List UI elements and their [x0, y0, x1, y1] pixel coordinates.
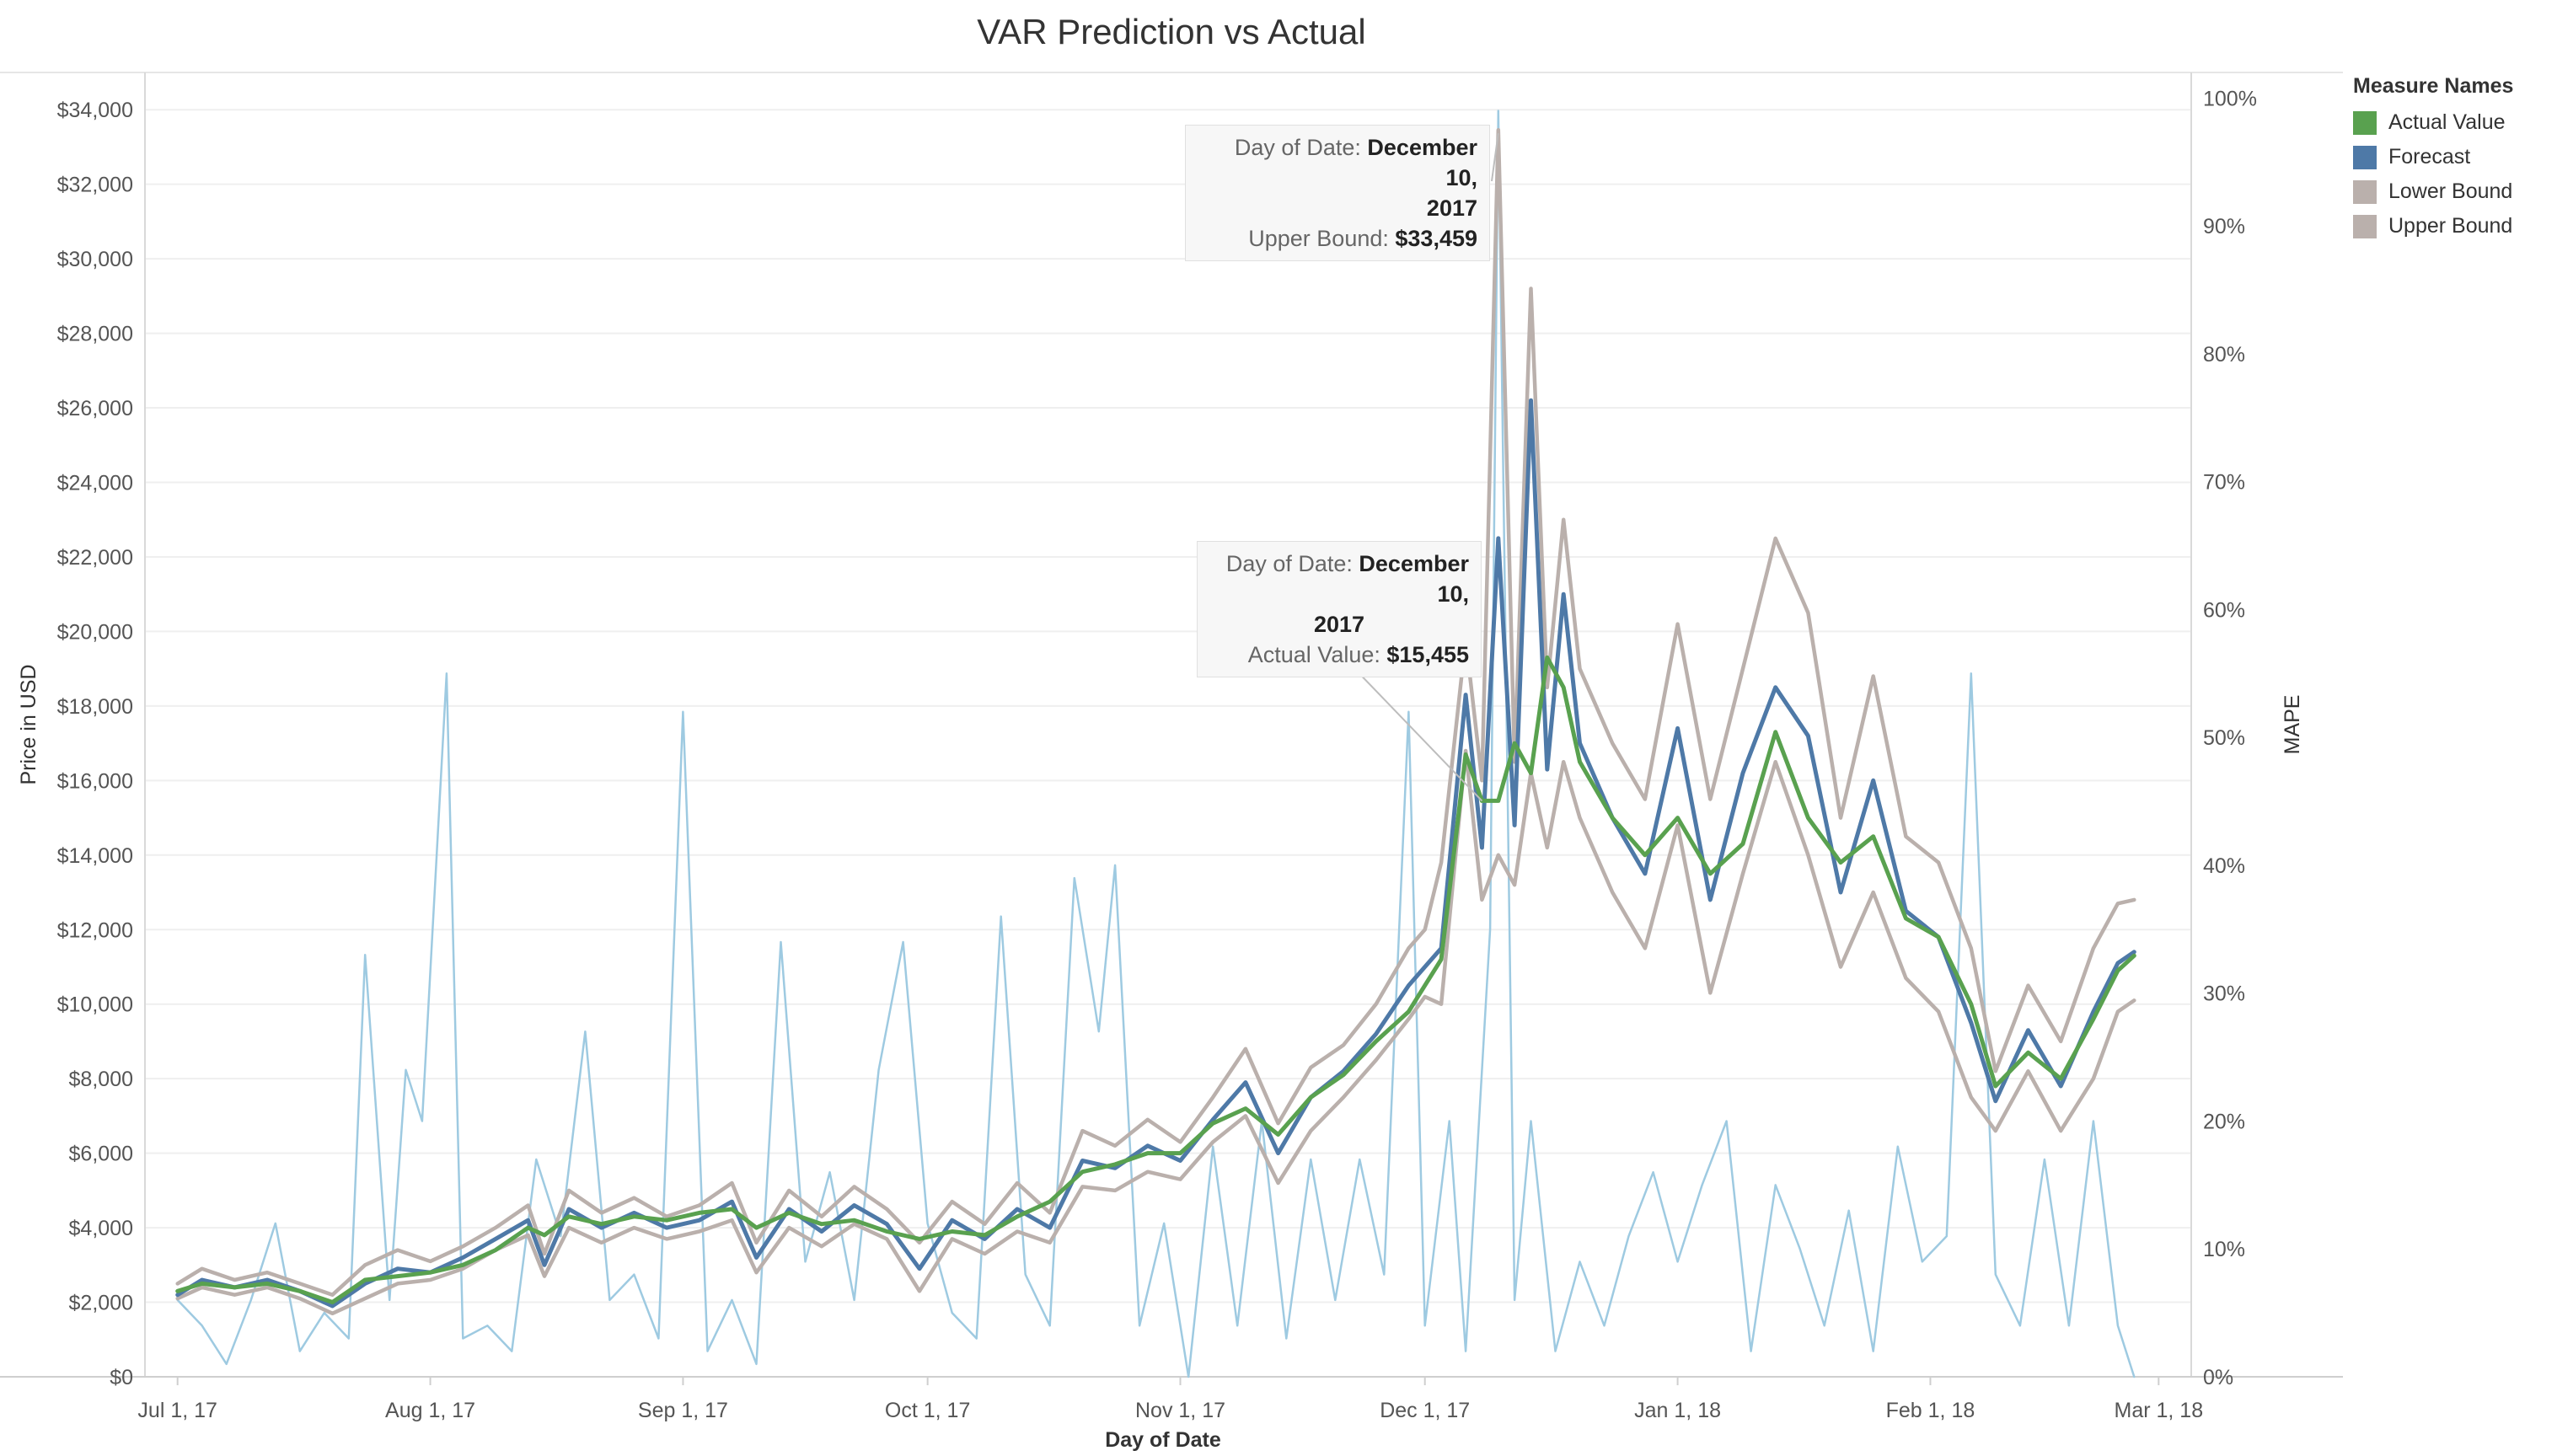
y-tick-label: $2,000 — [69, 1292, 133, 1315]
y2-tick-label: 10% — [2203, 1238, 2245, 1261]
legend-swatch — [2353, 145, 2377, 169]
y-tick-label: $26,000 — [57, 397, 133, 420]
y2-tick-label: 40% — [2203, 854, 2245, 878]
tooltip-measure-label: Upper Bound: — [1248, 226, 1389, 251]
series-line-actual-value — [175, 655, 2136, 1304]
y-tick-label: $18,000 — [57, 695, 133, 719]
y2-tick-label: 70% — [2203, 471, 2245, 495]
y2-tick-label: 30% — [2203, 982, 2245, 1006]
tooltip-date-value: December 10, — [1367, 135, 1477, 190]
tooltip-date-label: Day of Date: — [1234, 135, 1361, 160]
tooltip-actual-value: Day of Date: December 10, 2017 Actual Va… — [1197, 541, 1482, 677]
y2-tick-label: 20% — [2203, 1110, 2245, 1133]
annotation-leaders — [1348, 133, 1499, 802]
legend-label: Actual Value — [2388, 110, 2506, 134]
x-tick-label: Jul 1, 17 — [137, 1399, 217, 1422]
y-tick-label: $8,000 — [69, 1068, 133, 1091]
y-tick-label: $28,000 — [57, 323, 133, 346]
y-tick-label: $24,000 — [57, 472, 133, 495]
legend-label: Forecast — [2388, 145, 2471, 169]
x-tick-label: Dec 1, 17 — [1380, 1399, 1470, 1422]
tooltip-measure-value: $33,459 — [1395, 226, 1477, 251]
y-tick-label: $10,000 — [57, 993, 133, 1017]
y2-tick-label: 0% — [2203, 1366, 2233, 1389]
annotation-leader — [1348, 661, 1483, 802]
chart-title: VAR Prediction vs Actual — [977, 12, 1366, 51]
x-tick-label: Nov 1, 17 — [1135, 1399, 1225, 1422]
legend-label: Lower Bound — [2388, 179, 2513, 203]
y-tick-label: $34,000 — [57, 99, 133, 122]
y-axis-title: Price in USD — [17, 664, 40, 784]
grid-lines — [145, 109, 2191, 1378]
y-tick-label: $32,000 — [57, 174, 133, 197]
legend-item-upper-bound[interactable]: Upper Bound — [2353, 209, 2555, 244]
y2-tick-label: 100% — [2203, 87, 2257, 110]
y-tick-label: $16,000 — [57, 769, 133, 793]
chart-plot: $0 $2,000 $4,000 $6,000 $8,000 $10,000 $12,000… — [0, 72, 2343, 1452]
legend-swatch — [2353, 214, 2377, 238]
x-axis-title: Day of Date — [1105, 1428, 1221, 1452]
x-tick-label: Jan 1, 18 — [1634, 1399, 1721, 1422]
y-tick-label: $30,000 — [57, 248, 133, 271]
y-tick-label: $0 — [110, 1366, 133, 1389]
legend-title: Measure Names — [2353, 74, 2514, 98]
y-tick-label: $12,000 — [57, 918, 133, 942]
y2-tick-label: 50% — [2203, 726, 2245, 750]
tooltip-date-value: December 10, — [1359, 551, 1469, 607]
y-tick-label: $20,000 — [57, 620, 133, 644]
y-tick-label: $6,000 — [69, 1143, 133, 1166]
tooltip-date-year: 2017 — [1313, 612, 1365, 637]
y2-axis-title: MAPE — [2281, 695, 2304, 755]
legend-swatch — [2353, 179, 2377, 204]
legend-item-forecast[interactable]: Forecast — [2353, 140, 2555, 174]
tooltip-date-year: 2017 — [1426, 195, 1477, 221]
series-line-lower-bound — [175, 748, 2136, 1316]
axes: $0 $2,000 $4,000 $6,000 $8,000 $10,000 $12,000… — [0, 72, 2343, 1422]
series-line-upper-bound — [175, 127, 2136, 1297]
x-tick-label: Feb 1, 18 — [1886, 1399, 1975, 1422]
x-tick-label: Aug 1, 17 — [385, 1399, 475, 1422]
y-tick-label: $22,000 — [57, 546, 133, 570]
legend-item-actual-value[interactable]: Actual Value — [2353, 105, 2555, 140]
x-tick-label: Oct 1, 17 — [885, 1399, 970, 1422]
tooltip-measure-value: $15,455 — [1386, 642, 1469, 667]
legend-swatch — [2353, 110, 2377, 135]
annotation-leader — [1491, 133, 1499, 182]
legend: Measure Names Actual Value Forecast Lowe… — [2353, 74, 2555, 244]
y2-tick-label: 80% — [2203, 343, 2245, 367]
legend-label: Upper Bound — [2388, 214, 2513, 238]
x-tick-label: Mar 1, 18 — [2115, 1399, 2204, 1422]
y2-tick-label: 60% — [2203, 598, 2245, 622]
series-line-mape — [176, 110, 2136, 1378]
tooltip-measure-label: Actual Value: — [1247, 642, 1380, 667]
tooltip-date-label: Day of Date: — [1225, 551, 1353, 576]
series-lines — [175, 110, 2136, 1378]
y-tick-label: $14,000 — [57, 844, 133, 868]
tooltip-upper-bound: Day of Date: December 10, 2017 Upper Bou… — [1185, 125, 1490, 261]
y-tick-label: $4,000 — [69, 1217, 133, 1240]
series-line-forecast — [175, 398, 2136, 1309]
x-tick-label: Sep 1, 17 — [638, 1399, 728, 1422]
legend-item-lower-bound[interactable]: Lower Bound — [2353, 174, 2555, 209]
y2-tick-label: 90% — [2203, 215, 2245, 238]
